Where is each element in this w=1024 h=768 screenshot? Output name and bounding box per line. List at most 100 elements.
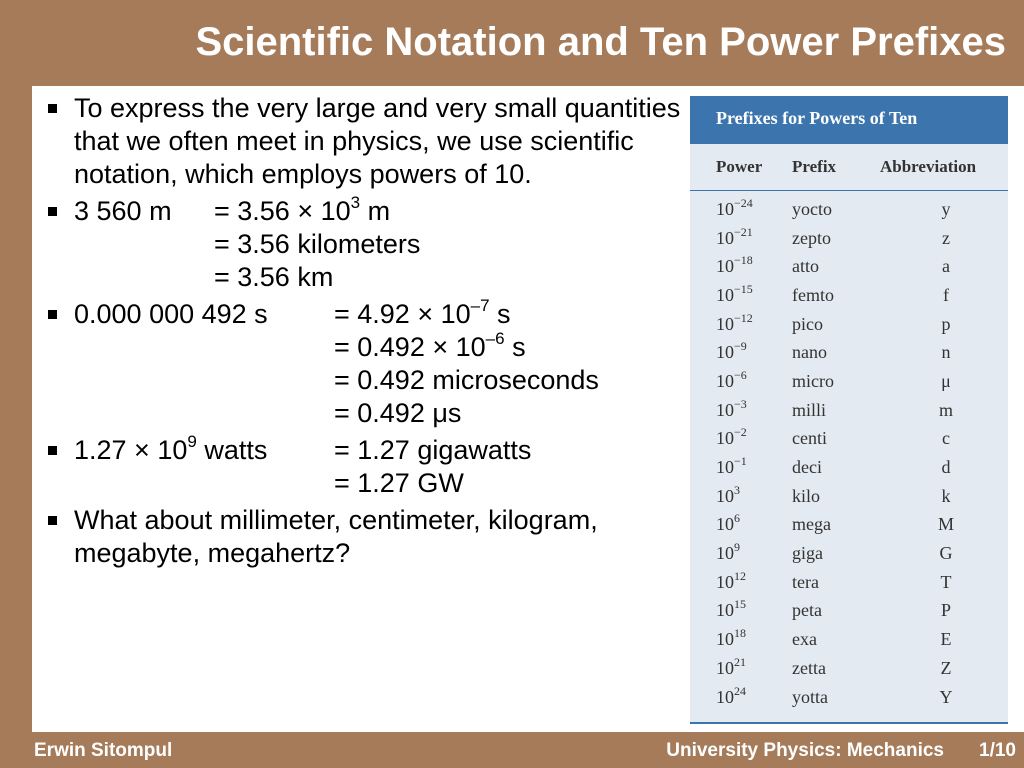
prefix-cell: pico (792, 313, 823, 334)
bullet-item-meters: 3 560 m = 3.56 × 103 m = 3.56 kilometers… (44, 193, 694, 294)
table-row: 10−9 nano n (690, 338, 1008, 367)
abbreviation-cell: G (939, 543, 953, 564)
table-row: 1015 peta P (690, 597, 1008, 626)
prefix-cell: zepto (792, 227, 831, 248)
power-cell: 1024 (716, 683, 746, 707)
equation-rhs: = 0.492 μs (334, 398, 462, 428)
prefix-cell: nano (792, 342, 827, 363)
equation-rhs: = 4.92 × 10–7 s (334, 296, 511, 329)
abbreviation-cell: y (941, 198, 951, 219)
power-cell: 10−2 (716, 425, 747, 449)
equation-rhs: = 3.56 × 103 m (214, 193, 391, 226)
abbreviation-cell: a (942, 256, 950, 277)
table-row: 10−21 zepto z (690, 224, 1008, 253)
table-row: 10−1 deci d (690, 453, 1008, 482)
table-row: 10−15 femto f (690, 281, 1008, 310)
table-row: 10−6 micro μ (690, 367, 1008, 396)
prefix-cell: kilo (792, 485, 821, 506)
equation-rhs: = 0.492 × 10–6 s (334, 329, 526, 362)
prefix-table: Prefixes for Powers of Ten Power Prefix … (690, 96, 1008, 724)
table-row: 10−24 yocto y (690, 195, 1008, 224)
content-area: To express the very large and very small… (32, 86, 1024, 732)
equation-rhs: = 1.27 gigawatts (334, 435, 532, 465)
prefix-cell: milli (792, 399, 827, 420)
bullet-text: To express the very large and very small… (74, 93, 681, 189)
abbreviation-cell: z (942, 227, 950, 248)
prefix-cell: tera (792, 571, 819, 592)
abbreviation-cell: n (941, 342, 951, 363)
equation-lhs: 0.000 000 492 s (74, 299, 268, 329)
table-row: 106 mega M (690, 511, 1008, 540)
table-header: Power Prefix Abbreviation (690, 144, 1008, 191)
power-cell: 10−1 (716, 454, 747, 478)
table-body: 10−24 yocto y 10−21 zepto z 10−18 atto a 10−15 fem… (690, 191, 1008, 711)
equation-rhs: = 0.492 microseconds (334, 365, 599, 395)
abbreviation-cell: M (937, 514, 954, 535)
power-cell: 10−3 (716, 396, 747, 420)
power-cell: 103 (716, 482, 740, 506)
abbreviation-cell: p (941, 313, 951, 334)
power-cell: 109 (716, 540, 740, 564)
table-row: 1018 exa E (690, 625, 1008, 654)
table-row: 103 kilo k (690, 482, 1008, 511)
slide-title: Scientific Notation and Ten Power Prefix… (195, 20, 1006, 64)
table-bottom-rule (690, 722, 1008, 724)
power-cell: 10−18 (716, 253, 753, 277)
prefix-cell: yocto (792, 198, 832, 219)
footer: Erwin Sitompul University Physics: Mecha… (0, 734, 1024, 768)
bullet-item-intro: To express the very large and very small… (44, 92, 694, 191)
equation-lhs: 3 560 m (74, 196, 172, 226)
power-cell: 10−15 (716, 281, 753, 305)
abbreviation-cell: k (941, 485, 951, 506)
footer-author: Erwin Sitompul (34, 740, 173, 761)
abbreviation-cell: m (938, 399, 953, 420)
power-cell: 1012 (716, 568, 746, 592)
prefix-cell: atto (792, 256, 819, 277)
table-row: 10−18 atto a (690, 252, 1008, 281)
prefix-cell: giga (792, 543, 823, 564)
power-cell: 10−12 (716, 310, 753, 334)
equation-rhs: = 1.27 GW (334, 468, 464, 498)
prefix-cell: exa (792, 629, 817, 650)
prefix-cell: femto (792, 284, 834, 305)
prefix-cell: peta (792, 600, 822, 621)
power-cell: 10−6 (716, 367, 747, 391)
abbreviation-cell: d (941, 457, 951, 478)
abbreviation-cell: f (943, 284, 949, 305)
abbreviation-cell: Z (940, 657, 952, 678)
power-cell: 10−21 (716, 224, 753, 248)
abbreviation-cell: E (940, 629, 952, 650)
power-cell: 1021 (716, 654, 746, 678)
equation-rhs: = 3.56 km (214, 262, 334, 292)
equation-lhs: 1.27 × 109 watts (74, 432, 268, 465)
abbreviation-cell: T (940, 571, 952, 592)
table-row: 1012 tera T (690, 568, 1008, 597)
power-cell: 1018 (716, 626, 746, 650)
header-abbreviation: Abbreviation (880, 157, 977, 176)
prefix-cell: micro (792, 370, 834, 391)
header-power: Power (716, 157, 763, 176)
power-cell: 10−24 (716, 195, 753, 219)
table-row: 10−2 centi c (690, 425, 1008, 454)
prefix-cell: centi (792, 428, 827, 449)
prefix-cell: deci (792, 457, 822, 478)
power-cell: 1015 (716, 597, 746, 621)
table-row: 1021 zetta Z (690, 654, 1008, 683)
power-cell: 10−9 (716, 339, 747, 363)
abbreviation-cell: Y (939, 686, 953, 707)
abbreviation-cell: P (940, 600, 951, 621)
prefix-cell: mega (792, 514, 831, 535)
bullet-item-seconds: 0.000 000 492 s = 4.92 × 10–7 s = 0.492 … (44, 296, 694, 430)
table-row: 10−12 pico p (690, 310, 1008, 339)
table-row: 1024 yotta Y (690, 683, 1008, 712)
bullet-item-question: What about millimeter, centimeter, kilog… (44, 504, 694, 570)
header-prefix: Prefix (792, 157, 837, 176)
footer-course: University Physics: Mechanics (666, 740, 944, 761)
table-title: Prefixes for Powers of Ten (690, 96, 1008, 144)
table-row: 109 giga G (690, 539, 1008, 568)
bullet-list: To express the very large and very small… (44, 92, 694, 574)
abbreviation-cell: c (942, 428, 950, 449)
equation-rhs: = 3.56 kilometers (214, 229, 421, 259)
table-row: 10−3 milli m (690, 396, 1008, 425)
prefix-cell: zetta (792, 657, 826, 678)
